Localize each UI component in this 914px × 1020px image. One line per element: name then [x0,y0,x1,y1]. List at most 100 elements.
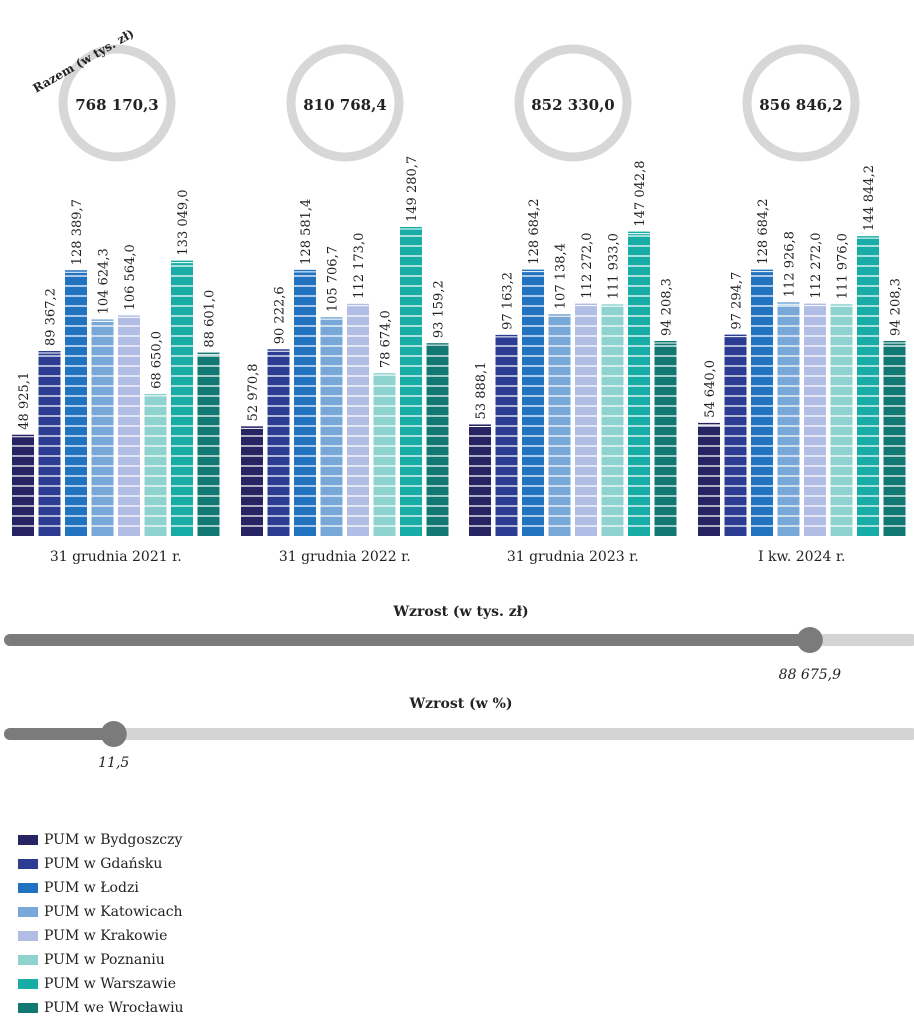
category-label: 31 grudnia 2022 r. [279,549,411,565]
total-value: 852 330,0 [531,96,615,114]
data-label: 104 624,3 [97,248,112,314]
legend: PUM w Bydgoszczy PUM w Gdańsku PUM w Łodzi… [18,828,184,1020]
data-label: 94 208,3 [889,278,904,336]
category-label: I kw. 2024 r. [758,549,845,565]
data-label: 133 049,0 [176,189,191,255]
data-label: 97 163,2 [501,272,516,330]
bar [751,269,773,536]
legend-swatch [18,883,38,893]
legend-swatch [18,859,38,869]
legend-swatch [18,1003,38,1013]
data-label: 93 159,2 [432,280,447,338]
data-label: 78 674,0 [379,310,394,368]
bar [38,351,61,536]
bar [522,269,544,536]
bar [469,424,491,536]
data-label: 97 294,7 [730,272,745,330]
category-label: 31 grudnia 2023 r. [507,549,639,565]
bar [373,373,396,536]
data-label: 111 933,0 [607,233,622,299]
growth-abs-value: 88 675,9 [779,667,841,683]
data-label: 147 042,8 [633,160,648,226]
legend-swatch [18,979,38,989]
data-label: 149 280,7 [405,156,420,222]
bar [118,315,140,536]
bar [804,303,826,536]
data-label: 88 601,0 [203,290,218,348]
data-label: 54 640,0 [703,360,718,418]
bar [654,340,677,536]
growth-pct-value: 11,5 [98,755,129,771]
data-label: 128 684,2 [527,198,542,264]
total-ring [742,44,860,162]
legend-item: PUM w Warszawie [18,972,184,996]
category-label: 31 grudnia 2021 r. [50,549,182,565]
data-label: 94 208,3 [660,278,675,336]
bar [12,434,34,536]
bar [426,343,449,536]
legend-label: PUM w Gdańsku [44,856,163,872]
total-ring [58,44,176,162]
total-label: Razem (w tys. zł) [31,26,137,95]
bar [883,340,906,536]
growth-abs-title: Wzrost (w tys. zł) [392,604,528,620]
legend-label: PUM w Bydgoszczy [44,832,183,848]
data-label: 128 389,7 [70,199,85,265]
total-ring [514,44,632,162]
legend-label: PUM we Wrocławiu [44,1000,184,1016]
legend-item: PUM we Wrocławiu [18,996,184,1020]
legend-swatch [18,907,38,917]
data-label: 112 272,0 [580,232,595,298]
data-label: 107 138,4 [554,243,569,309]
legend-swatch [18,931,38,941]
data-label: 48 925,1 [17,372,32,430]
data-label: 128 684,2 [756,198,771,264]
total-value: 856 846,2 [759,96,843,114]
legend-label: PUM w Poznaniu [44,952,165,968]
growth-pct-title: Wzrost (w %) [408,696,512,712]
data-label: 105 706,7 [326,246,341,312]
bar [575,303,597,536]
data-label: 68 650,0 [150,331,165,389]
legend-item: PUM w Łodzi [18,876,184,900]
legend-label: PUM w Katowicach [44,904,183,920]
bar [777,302,800,536]
bar [241,426,263,536]
growth-pct-knob [100,721,127,747]
total-value: 810 768,4 [303,96,387,114]
legend-item: PUM w Bydgoszczy [18,828,184,852]
data-label: 53 888,1 [474,362,489,420]
legend-item: PUM w Poznaniu [18,948,184,972]
total-value: 768 170,3 [75,96,159,114]
data-label: 52 970,8 [246,363,261,421]
data-label: 112 926,8 [783,231,798,297]
legend-item: PUM w Gdańsku [18,852,184,876]
legend-item: PUM w Katowicach [18,900,184,924]
bar [830,304,853,536]
total-ring [286,44,404,162]
bar [724,334,747,536]
bar [267,349,290,536]
growth-abs-knob [796,627,823,653]
bar [197,352,220,536]
data-label: 111 976,0 [836,233,851,299]
legend-label: PUM w Łodzi [44,880,139,896]
bar [400,226,422,536]
legend-label: PUM w Krakowie [44,928,168,944]
legend-label: PUM w Warszawie [44,976,177,992]
legend-item: PUM w Krakowie [18,924,184,948]
bar [548,314,571,536]
bar [144,393,167,536]
data-label: 90 222,6 [273,286,288,344]
bar [601,304,624,536]
bar [347,303,369,536]
bar [294,269,316,536]
bar [91,319,114,536]
bar [320,317,343,536]
data-label: 106 564,0 [123,244,138,310]
bar [65,270,87,536]
data-label: 89 367,2 [44,288,59,346]
bar [857,236,879,537]
data-label: 144 844,2 [862,165,877,231]
bar [698,422,720,536]
